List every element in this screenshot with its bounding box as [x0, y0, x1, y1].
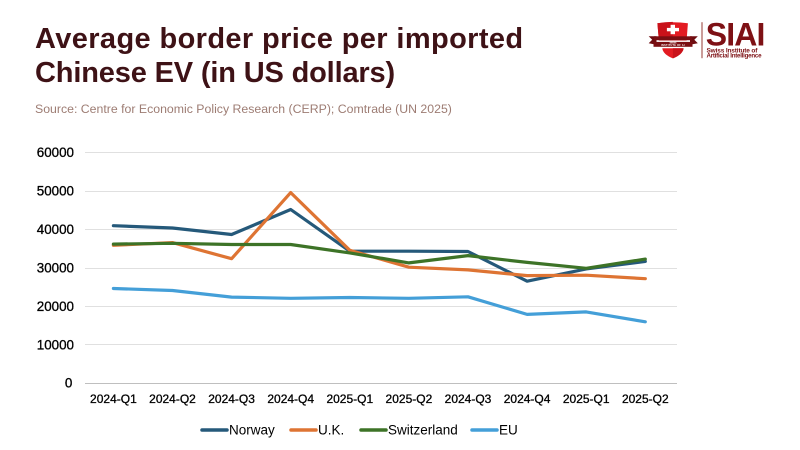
svg-text:0: 0	[65, 376, 72, 391]
svg-text:Norway: Norway	[229, 423, 275, 438]
svg-text:Swiss Institute of: Swiss Institute of	[707, 47, 759, 54]
svg-text:10000: 10000	[37, 337, 74, 352]
svg-text:SWISS: SWISS	[669, 43, 677, 45]
svg-text:2025-Q2: 2025-Q2	[386, 392, 433, 406]
svg-text:INSTITUTE OF AI: INSTITUTE OF AI	[661, 44, 685, 47]
svg-text:60000: 60000	[37, 145, 74, 160]
svg-text:2024-Q3: 2024-Q3	[208, 392, 255, 406]
svg-text:Artificial Intelligence: Artificial Intelligence	[707, 53, 763, 60]
svg-text:2025-Q1: 2025-Q1	[326, 392, 373, 406]
svg-text:2025-Q1: 2025-Q1	[563, 392, 610, 406]
svg-text:2024-Q4: 2024-Q4	[267, 392, 314, 406]
svg-text:U.K.: U.K.	[318, 423, 344, 438]
svg-text:EU: EU	[499, 423, 518, 438]
svg-text:20000: 20000	[37, 299, 74, 314]
svg-text:50000: 50000	[37, 184, 74, 199]
svg-text:2024-Q1: 2024-Q1	[90, 392, 137, 406]
svg-text:30000: 30000	[37, 261, 74, 276]
svg-text:Switzerland: Switzerland	[388, 423, 458, 438]
svg-text:2025-Q2: 2025-Q2	[622, 392, 669, 406]
svg-text:SIAI: SIAI	[706, 17, 765, 53]
svg-text:2024-Q2: 2024-Q2	[149, 392, 196, 406]
svg-text:2024-Q4: 2024-Q4	[504, 392, 551, 406]
svg-text:2024-Q3: 2024-Q3	[445, 392, 492, 406]
svg-text:40000: 40000	[37, 222, 74, 237]
